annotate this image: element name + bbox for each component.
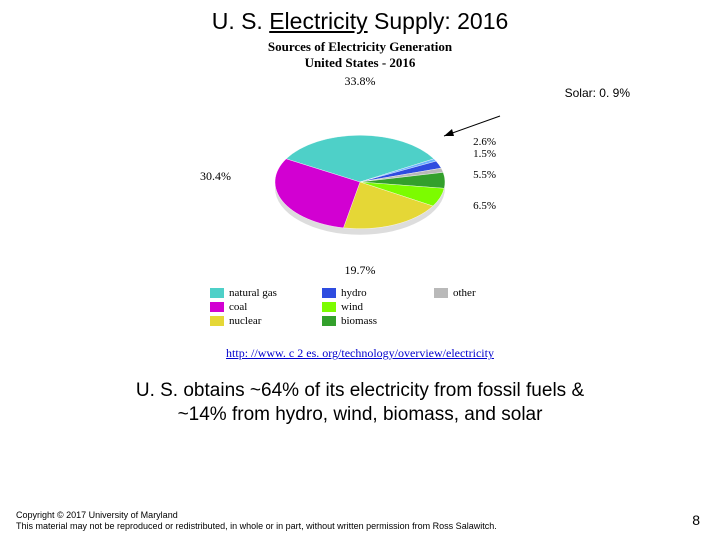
pct-label-left: 30.4% [200, 169, 231, 184]
legend-empty [434, 300, 540, 314]
pct-label-right-3: 6.5% [473, 200, 496, 212]
title-suffix: Supply: 2016 [368, 8, 509, 34]
page-number: 8 [692, 512, 700, 528]
body-text: U. S. obtains ~64% of its electricity fr… [40, 379, 680, 427]
legend-swatch-icon [322, 288, 336, 298]
footer-line-2: This material may not be reproduced or r… [16, 521, 497, 531]
slide-title: U. S. Electricity Supply: 2016 [0, 8, 720, 35]
body-line-2: ~14% from hydro, wind, biomass, and sola… [178, 404, 543, 425]
legend-empty [434, 314, 540, 328]
legend-swatch-icon [210, 302, 224, 312]
copyright-footer: Copyright © 2017 University of Maryland … [16, 510, 497, 533]
chart-title: Sources of Electricity Generation United… [180, 39, 540, 72]
legend-swatch-icon [210, 316, 224, 326]
title-prefix: U. S. [212, 8, 270, 34]
solar-callout: Solar: 0. 9% [565, 86, 630, 100]
pct-label-bottom: 19.7% [180, 263, 540, 278]
chart-block: Sources of Electricity Generation United… [180, 39, 540, 328]
legend: natural gashydroothercoalwindnuclearbiom… [180, 286, 540, 329]
pie-wrap: 33.8% Solar: 0. 9% 30.4% 19.7% 2.6%1.5%5… [180, 74, 540, 284]
title-underlined: Electricity [269, 8, 367, 34]
legend-item-biomass: biomass [322, 314, 428, 328]
legend-label: coal [229, 300, 247, 314]
body-line-1: U. S. obtains ~64% of its electricity fr… [136, 380, 584, 401]
legend-swatch-icon [210, 288, 224, 298]
pct-label-top: 33.8% [180, 74, 540, 89]
legend-label: wind [341, 300, 363, 314]
pct-label-right-2: 5.5% [473, 169, 496, 181]
legend-label: biomass [341, 314, 377, 328]
legend-item-coal: coal [210, 300, 316, 314]
pct-label-right-1: 1.5% [473, 148, 496, 160]
legend-swatch-icon [322, 316, 336, 326]
source-link-anchor[interactable]: http: //www. c 2 es. org/technology/over… [226, 346, 494, 360]
legend-swatch-icon [322, 302, 336, 312]
solar-arrow-icon [442, 114, 502, 144]
legend-item-nuclear: nuclear [210, 314, 316, 328]
source-link: http: //www. c 2 es. org/technology/over… [0, 346, 720, 361]
legend-swatch-icon [434, 288, 448, 298]
legend-label: nuclear [229, 314, 261, 328]
chart-title-line-2: United States - 2016 [305, 55, 416, 70]
legend-item-wind: wind [322, 300, 428, 314]
chart-title-line-1: Sources of Electricity Generation [268, 39, 452, 54]
footer-line-1: Copyright © 2017 University of Maryland [16, 510, 178, 520]
